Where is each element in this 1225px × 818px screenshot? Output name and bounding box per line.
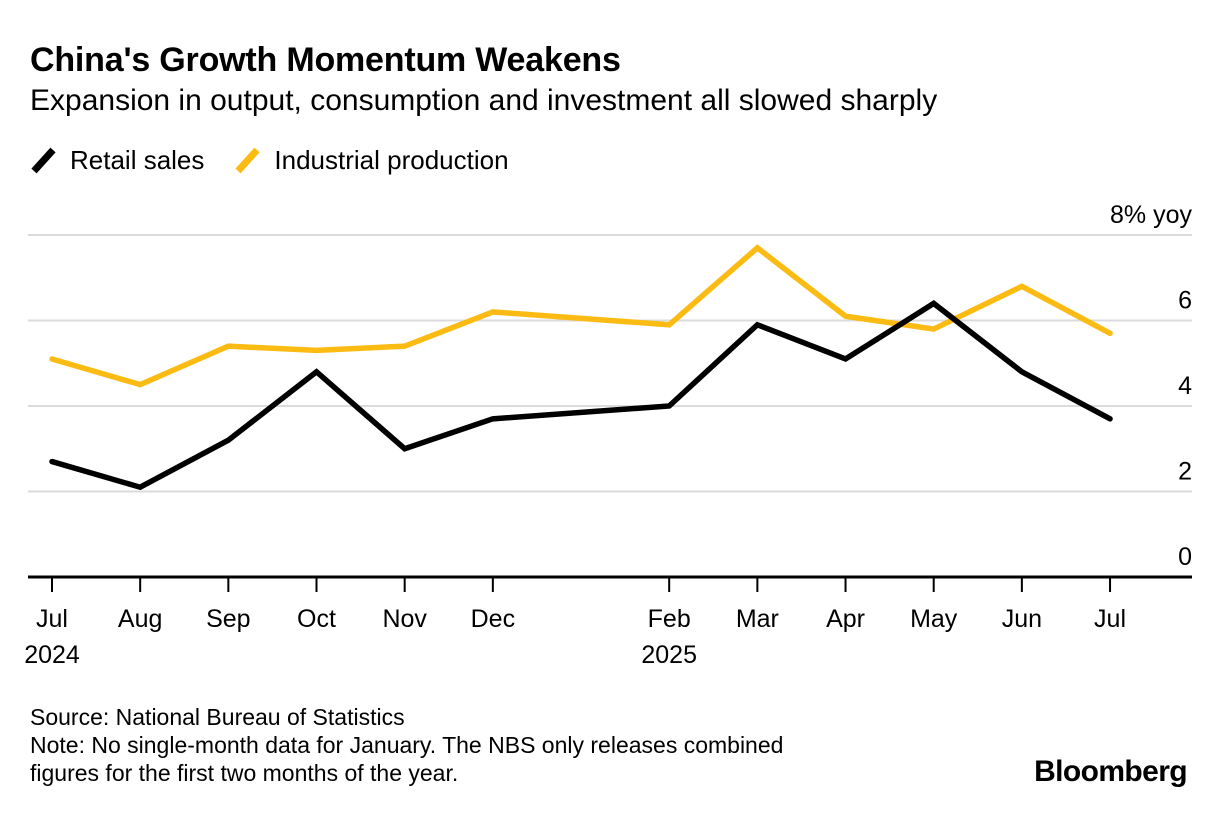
x-tick-label-jul-2024: Jul [36, 605, 68, 633]
legend-label-retail-sales: Retail sales [70, 144, 205, 175]
source-text: Source: National Bureau of Statistics [30, 704, 405, 730]
x-tick-label-mar-2025: Mar [736, 605, 779, 633]
x-tick-label-sep-2024: Sep [206, 605, 250, 633]
note-text-line1: Note: No single-month data for January. … [30, 732, 784, 758]
industrial-production-line-marker [235, 147, 261, 173]
y-axis-label-2: 2 [1178, 458, 1192, 486]
y-axis-label-6: 6 [1178, 287, 1192, 315]
chart-legend: Retail sales Industrial production [30, 144, 509, 176]
year-label-2024: 2024 [24, 641, 80, 669]
legend-item-industrial-production: Industrial production [234, 144, 509, 176]
retail-sales-marker-stroke [31, 147, 56, 173]
x-tick-label-aug-2024: Aug [118, 605, 162, 633]
note-text-line2: figures for the first two months of the … [30, 760, 459, 786]
industrial-production-marker-stroke [235, 147, 261, 173]
retail-sales-line-marker [31, 147, 56, 173]
x-tick-label-oct-2024: Oct [297, 605, 336, 633]
line-chart: 0 2 4 6 8% yoy Jul Aug Sep Oct Nov Dec Feb Mar Apr May… [24, 201, 1192, 669]
y-axis-label-4: 4 [1178, 372, 1192, 400]
series-line-retail-sales [49, 300, 1113, 491]
x-tick-label-may-2025: May [910, 605, 958, 633]
legend-item-retail-sales: Retail sales [30, 145, 204, 176]
x-tick-label-dec-2024: Dec [471, 605, 515, 633]
legend-label-industrial-production: Industrial production [274, 144, 509, 175]
bloomberg-logo: Bloomberg [1034, 755, 1188, 788]
series-line-industrial-production [49, 244, 1113, 388]
x-tick-label-apr-2025: Apr [826, 605, 865, 633]
x-tick-label-jun-2025: Jun [1002, 605, 1042, 633]
y-axis-label-8: 8% yoy [1110, 201, 1192, 229]
year-label-2025: 2025 [641, 641, 697, 669]
chart-subtitle: Expansion in output, consumption and inv… [30, 84, 938, 117]
chart-title: China's Growth Momentum Weakens [30, 41, 621, 79]
x-tick-label-feb-2025: Feb [648, 605, 691, 633]
x-tick-label-nov-2024: Nov [382, 605, 427, 633]
x-tick-label-jul-2025: Jul [1094, 605, 1126, 633]
y-axis-label-0: 0 [1178, 543, 1192, 571]
